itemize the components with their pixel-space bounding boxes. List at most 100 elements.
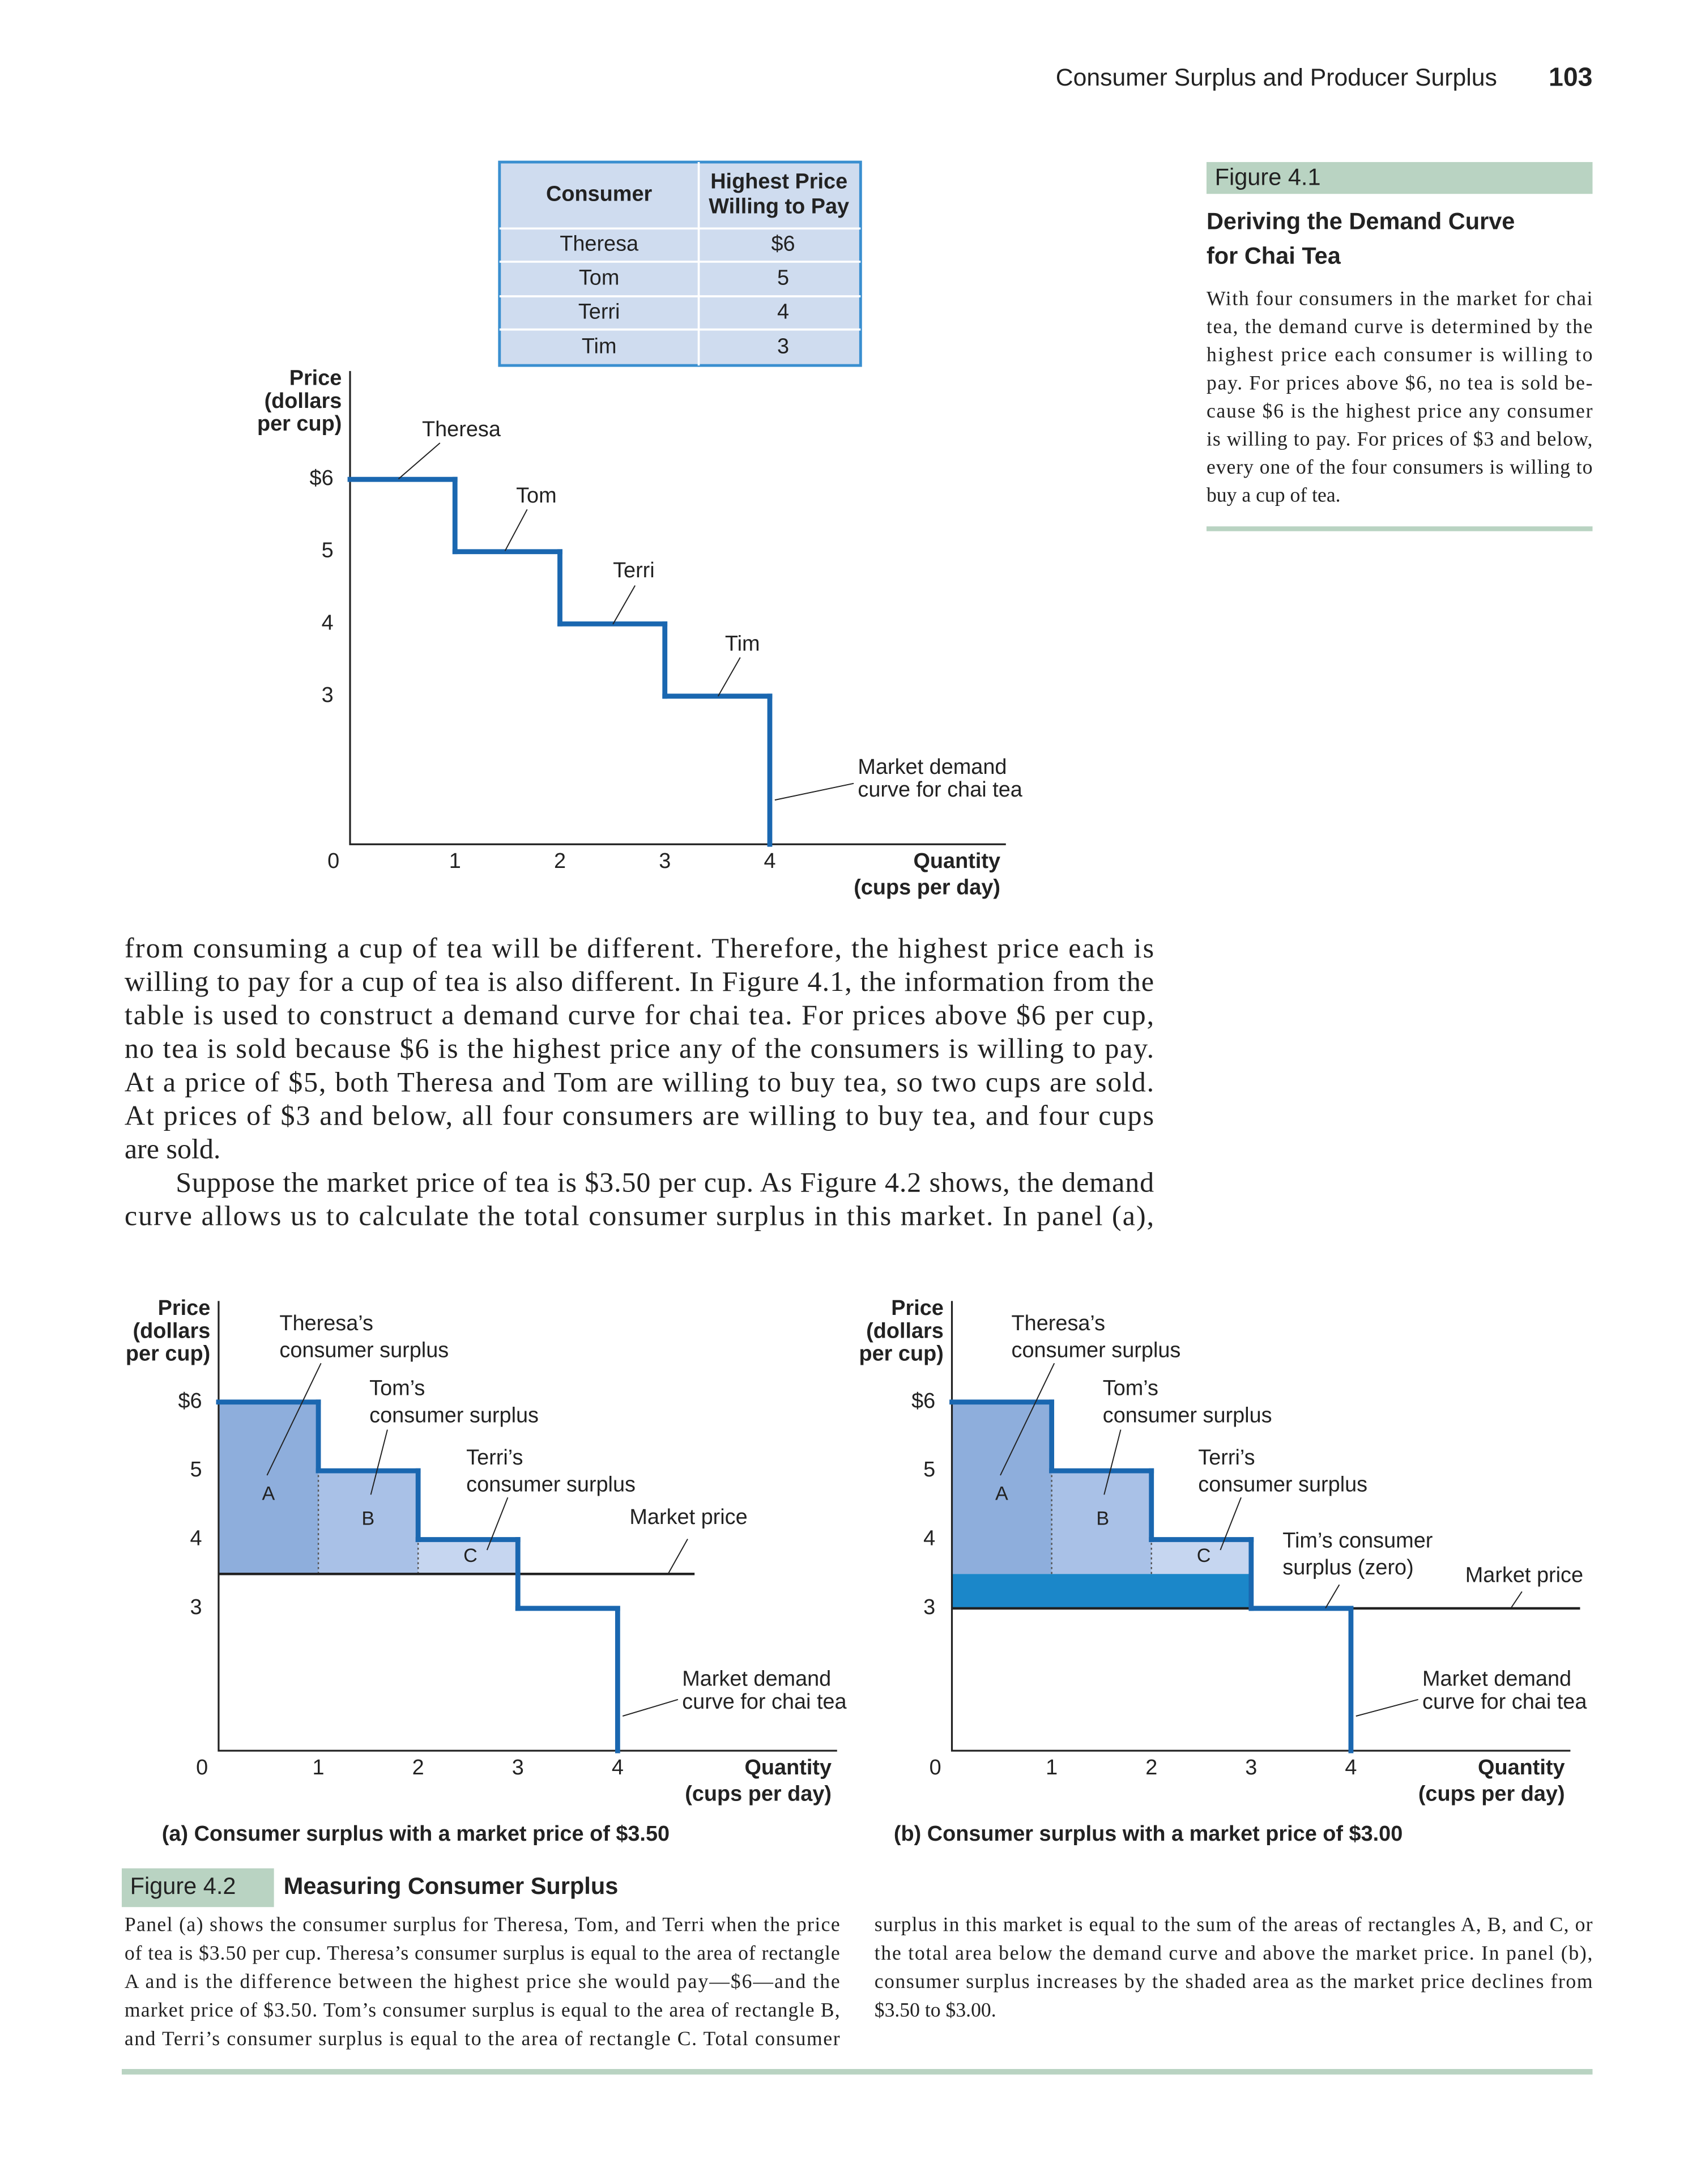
page-number: 103 bbox=[1549, 62, 1592, 92]
body-line: are sold. bbox=[125, 1133, 221, 1165]
chart-caption: (b) Consumer surplus with a market price… bbox=[894, 1822, 1403, 1846]
table-frame bbox=[498, 160, 862, 367]
x-tick-label: 1 bbox=[1046, 1756, 1058, 1779]
x-tick-label: 4 bbox=[1345, 1756, 1357, 1779]
figure-caption-line: every one of the four consumers is willi… bbox=[1207, 455, 1592, 478]
figure-caption-line: of tea is $3.50 per cup. Theresa’s consu… bbox=[125, 1942, 840, 1964]
figure-caption-line: buy a cup of tea. bbox=[1207, 484, 1341, 506]
body-line: curve allows us to calculate the total c… bbox=[125, 1200, 1154, 1232]
leader-line bbox=[1355, 1698, 1418, 1717]
figure-caption-line: $3.50 to $3.00. bbox=[875, 1999, 996, 2021]
y-tick-label: 5 bbox=[190, 1458, 202, 1481]
x-tick-label: 1 bbox=[313, 1756, 325, 1779]
leader-line bbox=[622, 1698, 679, 1717]
table-header: Highest Price bbox=[710, 170, 847, 194]
body-line: table is used to construct a demand curv… bbox=[125, 999, 1154, 1031]
surplus-increase bbox=[952, 1574, 1251, 1608]
surplus-area bbox=[1151, 1539, 1251, 1574]
surplus-area bbox=[952, 1402, 1052, 1574]
y-tick-label: 5 bbox=[322, 539, 334, 563]
surplus-area bbox=[218, 1402, 319, 1574]
y-axis-title: (dollars bbox=[265, 389, 342, 413]
surplus-label: consumer surplus bbox=[466, 1472, 636, 1496]
axis bbox=[349, 371, 1006, 845]
surplus-label: Theresa’s bbox=[1012, 1312, 1106, 1335]
x-tick-label: 1 bbox=[449, 849, 461, 873]
surplus-label: Tim’s consumer bbox=[1282, 1529, 1433, 1552]
leader-line bbox=[612, 585, 636, 625]
table-cell: Theresa bbox=[560, 232, 639, 256]
surplus-area bbox=[1051, 1471, 1152, 1574]
y-tick-label: $6 bbox=[310, 466, 334, 490]
table-header: Willing to Pay bbox=[709, 195, 849, 219]
surplus-label: consumer surplus bbox=[1012, 1338, 1181, 1362]
table-cell: Tom bbox=[579, 266, 620, 290]
y-tick-label: 4 bbox=[923, 1527, 935, 1551]
area-label: B bbox=[361, 1508, 374, 1529]
x-axis-title: (cups per day) bbox=[685, 1782, 832, 1806]
area-label: C bbox=[1197, 1545, 1211, 1566]
surplus-label: Theresa’s bbox=[279, 1312, 373, 1335]
leader-line bbox=[1220, 1497, 1242, 1551]
demand-label: Market demand bbox=[858, 755, 1007, 779]
figure-caption-line: consumer surplus increases by the shaded… bbox=[875, 1970, 1593, 1993]
figure-caption-line: is willing to pay. For prices of $3 and … bbox=[1207, 427, 1592, 450]
x-axis-title: (cups per day) bbox=[1418, 1782, 1565, 1806]
x-tick-label: 0 bbox=[327, 849, 339, 873]
x-tick-label: 4 bbox=[764, 849, 775, 873]
leader-line bbox=[1510, 1591, 1523, 1609]
leader-line bbox=[1103, 1429, 1122, 1495]
surplus-label: consumer surplus bbox=[1103, 1403, 1272, 1427]
figure-caption-line: market price of $3.50. Tom’s consumer su… bbox=[125, 1999, 840, 2021]
y-axis-title: (dollars bbox=[866, 1319, 944, 1343]
step-label: Tim bbox=[725, 632, 760, 656]
figure-title: Measuring Consumer Surplus bbox=[284, 1872, 619, 1899]
leader-line bbox=[486, 1497, 509, 1551]
surplus-label: consumer surplus bbox=[369, 1403, 539, 1427]
table-cell: 3 bbox=[777, 334, 789, 358]
y-axis-title: Price bbox=[891, 1296, 944, 1320]
table-cell: $6 bbox=[771, 232, 795, 256]
figure-title: Deriving the Demand Curve bbox=[1207, 208, 1515, 235]
leader-line bbox=[774, 782, 854, 801]
x-tick-label: 2 bbox=[1145, 1756, 1157, 1779]
y-tick-label: 5 bbox=[923, 1458, 935, 1481]
surplus-label: consumer surplus bbox=[279, 1338, 449, 1362]
axis bbox=[218, 1301, 837, 1752]
y-tick-label: 3 bbox=[923, 1595, 935, 1619]
y-tick-label: 4 bbox=[322, 611, 334, 635]
x-axis-title: Quantity bbox=[913, 849, 1000, 873]
axis bbox=[950, 1301, 1571, 1752]
y-axis-title: Price bbox=[158, 1296, 211, 1320]
leader-line bbox=[266, 1363, 322, 1476]
body-line: Suppose the market price of tea is $3.50… bbox=[176, 1166, 1154, 1198]
body-line: willing to pay for a cup of tea is also … bbox=[125, 965, 1154, 997]
figure-label-box bbox=[121, 1868, 274, 1908]
figure-label: Figure 4.2 bbox=[130, 1872, 236, 1899]
x-axis-title: Quantity bbox=[1478, 1756, 1565, 1779]
figure-caption-line: Panel (a) shows the consumer surplus for… bbox=[125, 1913, 840, 1936]
leader-line bbox=[667, 1538, 688, 1574]
y-axis-title: Price bbox=[289, 367, 342, 390]
x-axis-title: (cups per day) bbox=[854, 875, 1000, 899]
area-label: A bbox=[262, 1483, 275, 1504]
x-tick-label: 3 bbox=[512, 1756, 524, 1779]
body-line: At a price of $5, both Theresa and Tom a… bbox=[125, 1066, 1154, 1097]
surplus-area bbox=[318, 1471, 419, 1574]
surplus-label: Terri’s bbox=[466, 1446, 523, 1470]
figure-caption-line: surplus in this market is equal to the s… bbox=[875, 1913, 1593, 1936]
surplus-label: consumer surplus bbox=[1198, 1472, 1367, 1496]
body-line: from consuming a cup of tea will be diff… bbox=[125, 932, 1154, 964]
leader-line bbox=[398, 442, 441, 480]
step-label: Tom bbox=[516, 484, 557, 508]
figure-caption-line: and Terri’s consumer surplus is equal to… bbox=[125, 2027, 840, 2050]
x-tick-label: 4 bbox=[612, 1756, 624, 1779]
y-tick-label: 3 bbox=[322, 683, 334, 707]
figure-caption-line: cause $6 is the highest price any consum… bbox=[1207, 399, 1593, 422]
body-line: At prices of $3 and below, all four cons… bbox=[125, 1099, 1154, 1131]
step-label: Theresa bbox=[422, 418, 501, 441]
running-title: Consumer Surplus and Producer Surplus bbox=[1056, 64, 1497, 91]
x-tick-label: 0 bbox=[930, 1756, 941, 1779]
figure-caption-line: pay. For prices above $6, no tea is sold… bbox=[1207, 371, 1592, 394]
